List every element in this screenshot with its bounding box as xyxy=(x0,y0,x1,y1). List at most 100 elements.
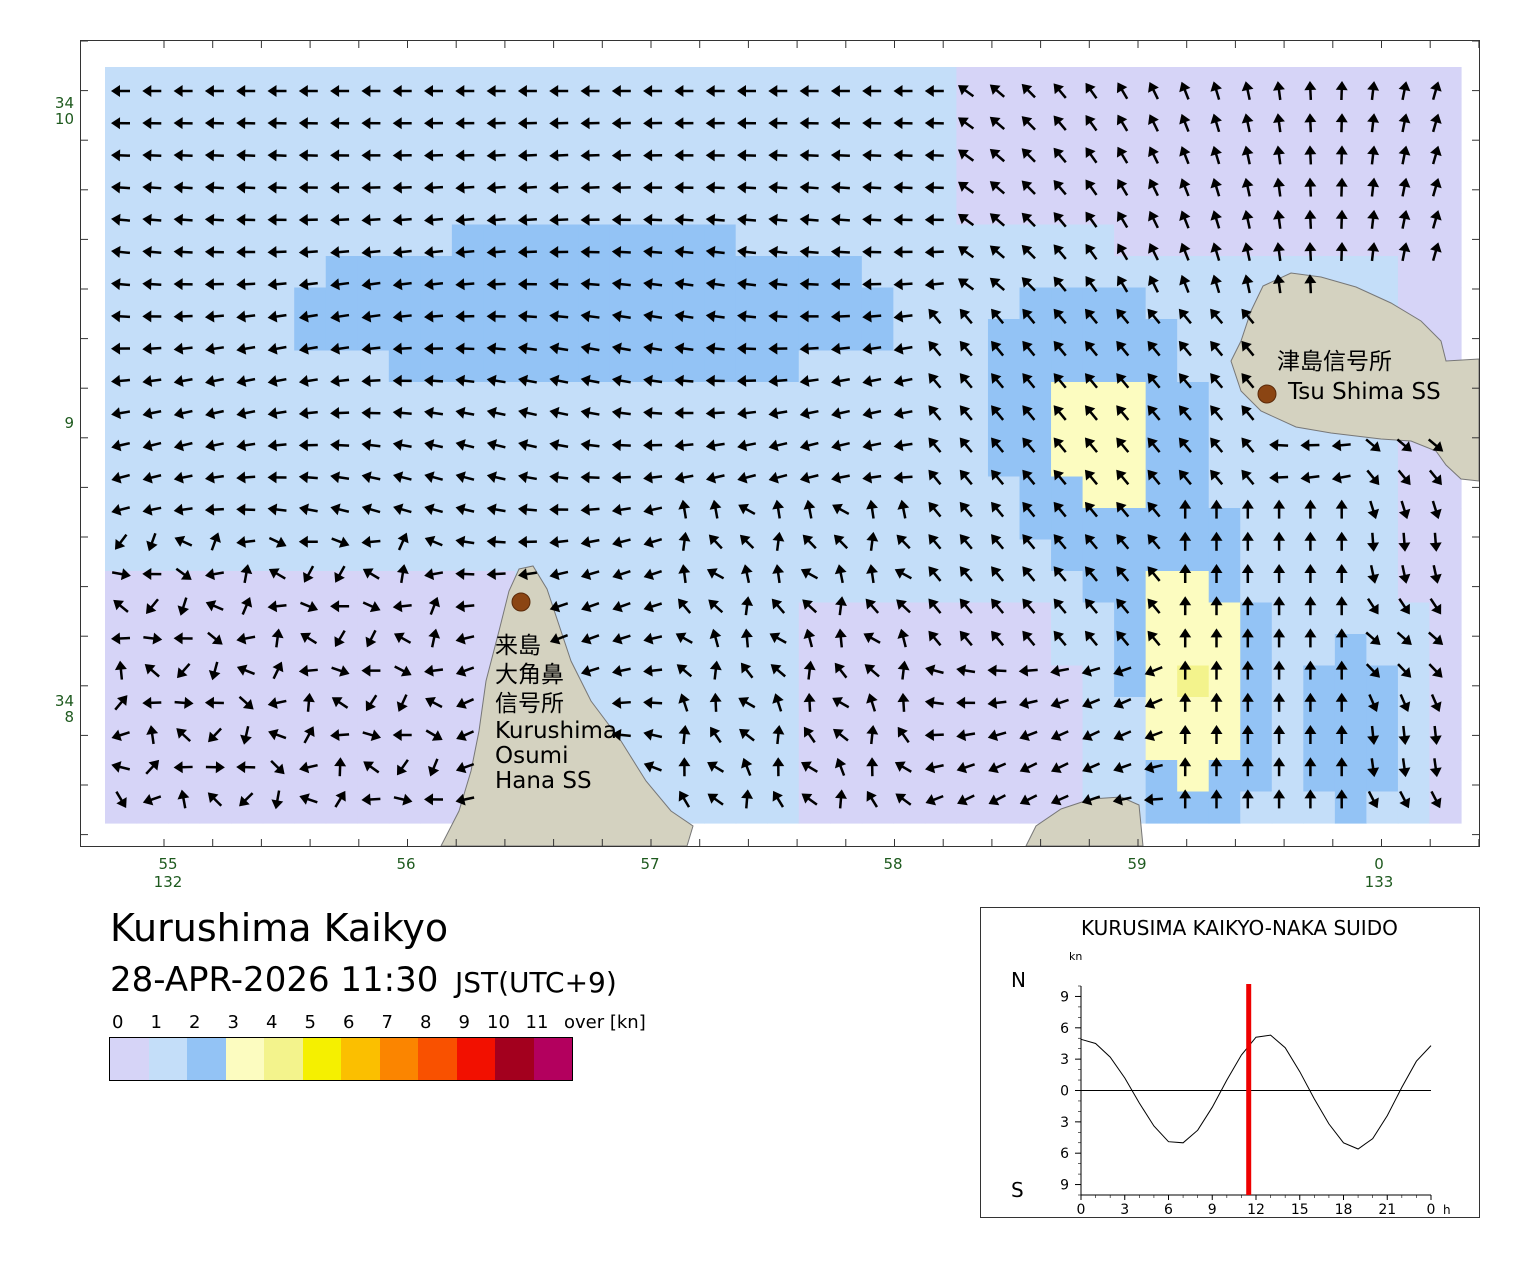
current-arrow xyxy=(705,310,725,323)
current-arrow xyxy=(236,181,256,194)
current-arrow xyxy=(705,117,725,130)
tide-chart-panel: KURUSIMA KAIKYO-NAKA SUIDO N S 9 6 3 0 3 6 9 kn… xyxy=(980,907,1480,1218)
current-arrow xyxy=(173,503,193,516)
current-arrow xyxy=(298,535,318,548)
legend-labels: 0 1 2 3 4 5 6 7 8 9 10 11 over [kn] xyxy=(110,1012,670,1034)
current-arrow xyxy=(991,469,1005,486)
current-arrow xyxy=(989,213,1006,227)
current-arrow xyxy=(1116,630,1130,647)
current-arrow xyxy=(1018,697,1038,709)
speed-cell xyxy=(987,508,1021,541)
speed-cell xyxy=(262,476,295,509)
speed-cell xyxy=(609,67,642,100)
current-arrow xyxy=(424,213,444,226)
current-arrow xyxy=(111,213,131,226)
current-arrow xyxy=(173,342,193,355)
current-arrow xyxy=(1053,469,1067,486)
current-arrow xyxy=(424,535,443,547)
current-arrow xyxy=(896,599,911,614)
current-arrow xyxy=(330,278,350,291)
current-arrow xyxy=(1021,148,1036,163)
current-arrow xyxy=(517,149,537,162)
current-arrow xyxy=(517,181,537,194)
speed-cell xyxy=(168,539,201,572)
speed-cell xyxy=(1082,67,1115,100)
speed-cell xyxy=(641,413,674,446)
speed-cell xyxy=(514,382,548,415)
current-arrow xyxy=(799,342,819,355)
current-arrow xyxy=(145,759,160,775)
speed-cell xyxy=(735,98,768,131)
speed-cell xyxy=(168,287,201,320)
speed-cell xyxy=(294,539,327,572)
current-arrow xyxy=(1367,564,1380,584)
current-arrow xyxy=(267,213,287,226)
current-arrow xyxy=(1273,177,1285,197)
current-arrow xyxy=(1398,598,1410,615)
current-arrow xyxy=(455,374,475,387)
current-arrow xyxy=(1396,631,1412,645)
current-arrow xyxy=(1021,116,1036,131)
speed-cell xyxy=(1177,161,1210,194)
lon-label-56: 56 xyxy=(396,855,416,873)
current-arrow xyxy=(142,181,162,194)
speed-cell xyxy=(1397,602,1431,635)
current-arrow xyxy=(987,729,1007,742)
current-arrow xyxy=(428,596,440,616)
current-arrow xyxy=(799,149,819,162)
current-arrow xyxy=(896,534,911,550)
current-arrow xyxy=(425,697,443,709)
speed-cell xyxy=(672,634,705,667)
tsushima-island xyxy=(1230,272,1479,482)
current-arrow xyxy=(865,598,880,614)
speed-cell xyxy=(1334,193,1367,226)
current-arrow xyxy=(737,278,757,291)
current-arrow xyxy=(708,599,724,614)
legend-swatch xyxy=(379,1038,418,1080)
current-arrow xyxy=(299,793,318,805)
speed-cell xyxy=(168,350,201,383)
current-arrow xyxy=(1144,665,1163,677)
current-arrow xyxy=(268,536,287,548)
speed-cell xyxy=(893,665,926,698)
speed-cell xyxy=(388,571,421,604)
current-arrow xyxy=(1116,308,1130,325)
speed-cell xyxy=(105,287,138,320)
current-arrow xyxy=(737,310,757,323)
speed-cell xyxy=(830,602,863,635)
current-arrow xyxy=(705,342,725,355)
speed-cell xyxy=(514,98,548,131)
current-arrow xyxy=(173,278,193,291)
speed-cell xyxy=(357,350,390,383)
current-arrow xyxy=(737,149,757,162)
current-arrow xyxy=(1147,405,1161,421)
current-arrow xyxy=(862,149,882,162)
current-arrow xyxy=(1210,373,1224,389)
current-arrow xyxy=(611,85,631,97)
speed-cell xyxy=(388,445,421,478)
current-arrow xyxy=(424,793,444,806)
current-arrow xyxy=(1144,697,1163,709)
current-arrow xyxy=(1367,81,1380,101)
speed-cell xyxy=(420,445,453,478)
current-arrow xyxy=(1084,405,1098,421)
current-arrow xyxy=(1178,437,1192,453)
current-arrow xyxy=(1429,532,1442,552)
current-arrow xyxy=(272,661,284,680)
speed-cell xyxy=(704,697,737,730)
speed-cell xyxy=(1303,697,1336,730)
speed-cell xyxy=(1334,602,1367,635)
current-arrow xyxy=(581,600,600,613)
current-arrow xyxy=(267,246,287,259)
current-arrow xyxy=(205,407,224,420)
speed-cell xyxy=(1334,634,1367,667)
speed-cell xyxy=(420,508,453,541)
current-arrow xyxy=(611,181,631,194)
speed-cell xyxy=(861,539,894,572)
speed-cell xyxy=(578,539,611,572)
current-arrow xyxy=(862,85,882,97)
current-arrow xyxy=(397,532,409,551)
current-arrow xyxy=(1179,210,1191,229)
speed-cell xyxy=(704,634,737,667)
current-arrow xyxy=(1273,209,1285,229)
